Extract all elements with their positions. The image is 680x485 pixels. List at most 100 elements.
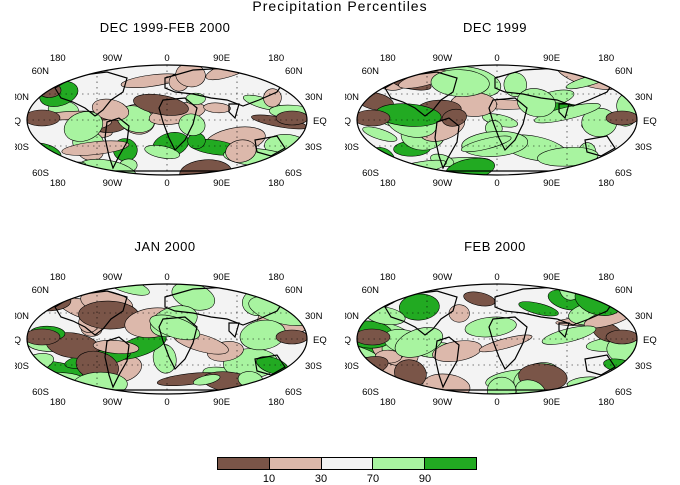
longitude-label: 180 <box>268 397 284 408</box>
legend-tick-label: 90 <box>418 473 432 485</box>
longitude-label: 90E <box>543 272 560 283</box>
longitude-label: 90W <box>433 272 453 283</box>
continent-outline <box>488 97 528 152</box>
latitude-label: EQ <box>345 335 351 346</box>
continent-outline <box>558 322 570 339</box>
latitude-label: 60N <box>285 66 303 77</box>
continent-outline <box>228 103 240 120</box>
legend-tick-label: 10 <box>262 473 276 485</box>
precip-anomaly-region <box>605 329 637 345</box>
longitude-label: 90E <box>543 178 560 189</box>
latitude-label: 30S <box>345 142 359 153</box>
longitude-label: 0 <box>494 53 499 64</box>
latitude-label: 60S <box>32 387 49 398</box>
continent-outline <box>384 290 458 336</box>
precip-anomaly-region <box>518 301 559 317</box>
precip-anomaly-region <box>357 109 391 127</box>
latitude-label: 30N <box>635 92 653 103</box>
map-panel-dec: 18018090W90W0090E90E18018060N60N30N30NEQ… <box>345 0 680 230</box>
continent-outline <box>584 135 616 157</box>
longitude-label: 180 <box>380 397 396 408</box>
continent-outline <box>434 336 460 389</box>
legend-swatch-above-90 <box>425 458 476 469</box>
graticule <box>357 65 637 175</box>
longitude-label: 90W <box>103 272 123 283</box>
legend-swatch-below-10 <box>218 458 270 469</box>
precip-anomaly-region <box>275 329 307 345</box>
precip-anomaly-region <box>27 109 61 127</box>
latitude-label: EQ <box>643 116 657 127</box>
latitude-label: EQ <box>643 335 657 346</box>
longitude-label: 0 <box>164 178 169 189</box>
latitude-label: 60S <box>615 168 632 179</box>
continent-outline <box>158 316 198 371</box>
precip-anomaly-region <box>144 144 180 160</box>
latitude-label: 30N <box>635 311 653 322</box>
latitude-label: 60S <box>32 168 49 179</box>
latitude-label: EQ <box>313 335 327 346</box>
longitude-label: 0 <box>494 178 499 189</box>
continent-outline <box>558 103 570 120</box>
map-border <box>356 64 638 176</box>
graticule <box>357 284 637 394</box>
graticule <box>27 65 307 175</box>
longitude-label: 90E <box>213 272 230 283</box>
longitude-label: 90W <box>103 53 123 64</box>
longitude-label: 180 <box>50 272 66 283</box>
latitude-label: 30S <box>305 361 322 372</box>
longitude-label: 180 <box>598 178 614 189</box>
longitude-label: 180 <box>50 178 66 189</box>
precip-anomaly-region <box>460 135 512 153</box>
latitude-label: 30S <box>635 142 652 153</box>
latitude-label: 30N <box>345 311 359 322</box>
latitude-label: 60N <box>615 66 633 77</box>
continent-outline <box>434 117 460 170</box>
longitude-label: 0 <box>494 272 499 283</box>
precip-anomaly-region <box>61 140 130 156</box>
longitude-label: 180 <box>598 397 614 408</box>
map-panel-jan: 18018090W90W0090E90E18018060N60N30N30NEQ… <box>15 219 355 449</box>
latitude-label: 60N <box>32 285 50 296</box>
precip-anomaly-region <box>27 328 61 346</box>
latitude-label: EQ <box>313 116 327 127</box>
longitude-label: 180 <box>268 178 284 189</box>
longitude-label: 180 <box>380 53 396 64</box>
longitude-label: 180 <box>50 53 66 64</box>
longitude-label: 90E <box>213 178 230 189</box>
longitude-label: 90W <box>103 178 123 189</box>
latitude-label: EQ <box>15 116 21 127</box>
latitude-label: 30S <box>345 361 359 372</box>
continent-outline <box>104 117 130 170</box>
legend-swatch-30-70 <box>321 458 374 469</box>
precip-anomaly-region <box>605 110 637 126</box>
continent-outline <box>54 71 128 117</box>
latitude-label: 60N <box>362 66 380 77</box>
map-border <box>26 283 308 395</box>
panel-title: JAN 2000 <box>134 239 196 254</box>
longitude-label: 0 <box>164 53 169 64</box>
latitude-label: 60N <box>285 285 303 296</box>
map-border <box>26 64 308 176</box>
longitude-label: 180 <box>598 272 614 283</box>
precip-anomaly-region <box>193 374 221 386</box>
precip-anomaly-region <box>579 164 596 175</box>
latitude-label: 60S <box>285 168 302 179</box>
longitude-label: 90E <box>213 53 230 64</box>
longitude-label: 180 <box>380 272 396 283</box>
panel-title: DEC 1999 <box>463 20 527 35</box>
precip-anomaly-region <box>263 88 282 108</box>
longitude-label: 180 <box>598 53 614 64</box>
continent-outline <box>488 316 528 371</box>
latitude-label: 60N <box>362 285 380 296</box>
latitude-label: 60N <box>32 66 50 77</box>
longitude-label: 90W <box>433 178 453 189</box>
longitude-label: 180 <box>50 397 66 408</box>
continent-outline <box>54 290 128 336</box>
robinson-map: 18018090W90W0090E90E18018060N60N30N30NEQ… <box>345 272 657 408</box>
graticule <box>27 284 307 394</box>
longitude-label: 180 <box>268 272 284 283</box>
precip-anomaly-region <box>478 334 533 353</box>
legend-swatch-10-30 <box>269 458 322 469</box>
latitude-label: 60N <box>615 285 633 296</box>
longitude-label: 0 <box>164 397 169 408</box>
